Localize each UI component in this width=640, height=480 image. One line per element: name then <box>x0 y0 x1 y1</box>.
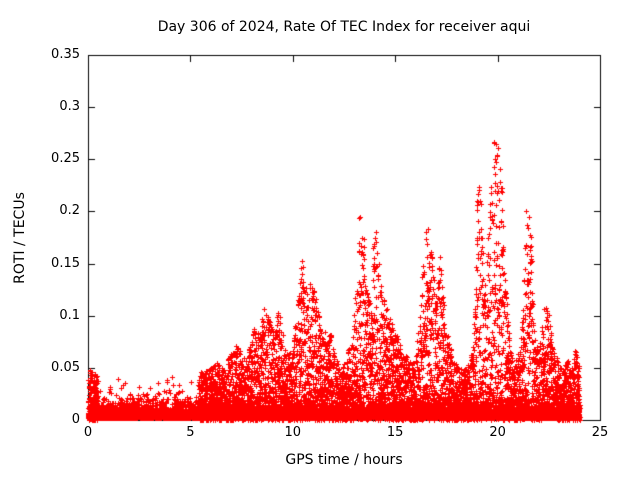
y-axis-label: ROTI / TECUs <box>12 192 28 284</box>
y-tick-label: 0.3 <box>59 99 80 115</box>
x-tick-label: 10 <box>284 425 302 440</box>
x-tick-label: 5 <box>186 425 195 440</box>
x-tick-label: 15 <box>386 425 404 440</box>
x-tick-label: 0 <box>83 425 93 440</box>
y-tick-label: 0.1 <box>59 307 80 323</box>
x-axis-label: GPS time / hours <box>285 452 403 468</box>
y-tick-label: 0.25 <box>51 151 80 167</box>
x-tick-label: 25 <box>591 425 609 440</box>
y-tick-label: 0.35 <box>51 47 80 62</box>
y-tick-label: 0.05 <box>51 359 80 375</box>
chart-title: Day 306 of 2024, Rate Of TEC Index for r… <box>157 19 531 35</box>
x-tick-label: 20 <box>489 425 506 440</box>
y-tick-label: 0.2 <box>59 203 80 219</box>
y-tick-label: 0 <box>71 412 80 427</box>
y-tick-label: 0.15 <box>51 255 80 271</box>
